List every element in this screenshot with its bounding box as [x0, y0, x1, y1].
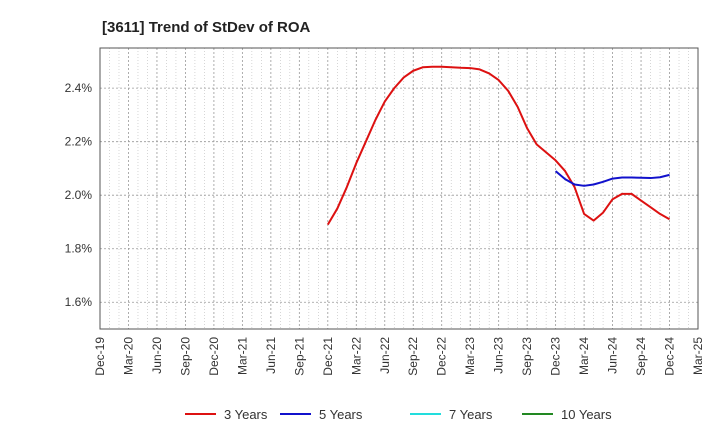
x-tick-label: Mar-20 [121, 337, 135, 375]
y-tick-label: 1.8% [65, 242, 93, 256]
x-tick-label: Mar-24 [577, 337, 591, 375]
x-tick-label: Dec-24 [663, 337, 677, 376]
x-tick-label: Jun-20 [150, 337, 164, 374]
legend-label: 7 Years [449, 407, 493, 422]
legend-label: 3 Years [224, 407, 268, 422]
x-tick-label: Dec-19 [93, 337, 107, 376]
x-axis-ticks: Dec-19 Mar-20 Jun-20 Sep-20 Dec-20 Mar-21 Jun-… [93, 337, 705, 376]
series-line-5-years [554, 170, 670, 187]
series-lines [326, 65, 671, 226]
x-tick-label: Dec-23 [549, 337, 563, 376]
x-tick-label: Mar-23 [463, 337, 477, 375]
x-tick-label: Mar-22 [349, 337, 363, 375]
x-tick-label: Jun-21 [264, 337, 278, 374]
x-tick-label: Jun-23 [492, 337, 506, 374]
x-tick-label: Dec-22 [435, 337, 449, 376]
x-tick-label: Sep-22 [406, 337, 420, 376]
y-tick-label: 2.4% [65, 81, 93, 95]
legend-label: 10 Years [561, 407, 612, 422]
x-tick-label: Sep-23 [520, 337, 534, 376]
x-tick-label: Sep-21 [292, 337, 306, 376]
x-tick-label: Dec-20 [207, 337, 221, 376]
y-tick-label: 1.6% [65, 295, 93, 309]
legend-label: 5 Years [319, 407, 363, 422]
x-tick-label: Dec-21 [321, 337, 335, 376]
chart-title: [3611] Trend of StDev of ROA [102, 19, 311, 36]
y-tick-label: 2.0% [65, 188, 93, 202]
legend: 3 Years 5 Years 7 Years 10 Years [185, 407, 612, 422]
y-tick-label: 2.2% [65, 135, 93, 149]
x-tick-label: Sep-24 [634, 337, 648, 376]
x-tick-label: Sep-20 [178, 337, 192, 376]
x-tick-label: Mar-21 [235, 337, 249, 375]
x-tick-label: Mar-25 [691, 337, 705, 375]
x-tick-label: Jun-24 [606, 337, 620, 374]
y-axis-ticks: 1.6% 1.8% 2.0% 2.2% 2.4% [65, 81, 93, 309]
x-tick-label: Jun-22 [378, 337, 392, 374]
grid [100, 48, 698, 329]
series-line-3-years [326, 65, 671, 226]
plot-area-frame [99, 47, 699, 330]
